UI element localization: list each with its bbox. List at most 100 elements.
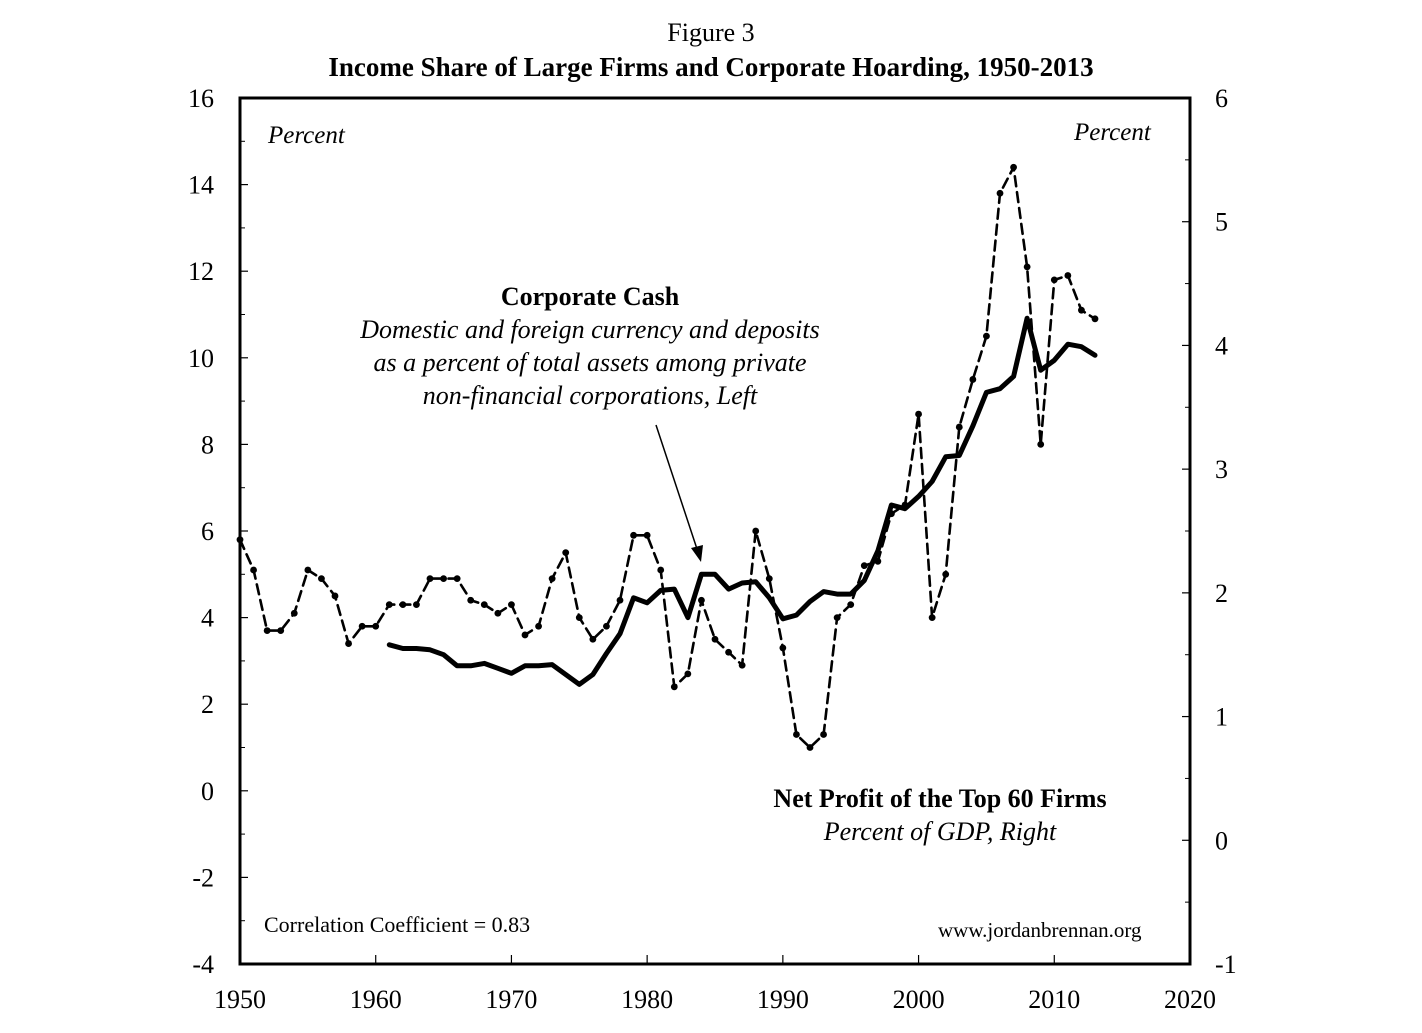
- data-point: [955, 423, 963, 431]
- annotation-profit-line1: Percent of GDP, Right: [823, 817, 1057, 846]
- data-point: [983, 332, 990, 340]
- x-tick-label: 1960: [350, 985, 402, 1014]
- annotation-corporate-cash: Corporate Cash Domestic and foreign curr…: [300, 280, 880, 412]
- right-axis: -1 0 1 2 3 4 5 6: [1182, 84, 1237, 979]
- data-point: [738, 661, 746, 669]
- right-tick-label: 2: [1215, 579, 1228, 608]
- data-point: [711, 635, 719, 643]
- data-point: [942, 570, 950, 578]
- source-url: www.jordanbrennan.org: [938, 918, 1142, 942]
- data-point: [670, 683, 678, 691]
- data-point: [358, 622, 366, 630]
- data-point: [318, 575, 325, 583]
- left-tick-label: 8: [201, 430, 214, 459]
- data-point: [847, 601, 855, 609]
- figure-label: Figure 3: [667, 18, 755, 47]
- data-point: [508, 601, 515, 609]
- data-point: [372, 622, 380, 630]
- data-point: [996, 189, 1004, 197]
- data-point: [765, 575, 773, 583]
- right-tick-label: 6: [1215, 84, 1228, 113]
- x-axis: 1950 1960 1970 1980 1990 2000 2010 2020: [214, 955, 1216, 1014]
- data-point: [698, 596, 705, 604]
- annotation-arrow-head: [691, 545, 703, 562]
- data-point: [236, 536, 244, 544]
- data-point: [630, 531, 637, 539]
- data-point: [480, 601, 488, 609]
- data-point: [263, 627, 271, 634]
- correlation-note: Correlation Coefficient = 0.83: [264, 912, 531, 937]
- data-point: [820, 731, 827, 738]
- x-tick-label: 2000: [893, 985, 945, 1014]
- x-tick-label: 1990: [757, 985, 809, 1014]
- series-line-net-profit-of-the-top-60-firms: [386, 315, 1098, 687]
- data-point: [969, 376, 977, 383]
- annotation-cash-line3: non-financial corporations, Left: [422, 381, 758, 410]
- right-tick-label: 5: [1215, 208, 1228, 237]
- data-point: [277, 627, 285, 634]
- data-point: [535, 622, 542, 630]
- data-point: [833, 614, 841, 621]
- data-point: [657, 566, 665, 574]
- x-tick-label: 1980: [621, 985, 673, 1014]
- right-axis-unit: Percent: [1074, 119, 1151, 146]
- data-point: [250, 566, 257, 574]
- annotation-net-profit: Net Profit of the Top 60 Firms Percent o…: [720, 782, 1160, 848]
- left-tick-label: 14: [188, 171, 214, 200]
- data-point: [616, 596, 624, 604]
- data-point: [385, 601, 393, 609]
- data-point: [548, 575, 556, 583]
- left-tick-label: 4: [201, 604, 214, 633]
- x-tick-label: 1950: [214, 985, 266, 1014]
- data-point: [928, 614, 936, 621]
- left-tick-label: 2: [201, 690, 214, 719]
- left-tick-label: 10: [188, 344, 214, 373]
- data-point: [562, 549, 570, 557]
- data-point: [345, 640, 352, 647]
- data-point: [1050, 276, 1058, 284]
- data-point: [806, 744, 814, 751]
- right-tick-label: 3: [1215, 455, 1228, 484]
- annotation-cash-heading: Corporate Cash: [500, 282, 680, 311]
- data-point: [1064, 272, 1072, 279]
- data-point: [779, 644, 787, 652]
- data-point: [752, 527, 760, 535]
- data-point: [494, 609, 502, 617]
- data-point: [331, 592, 339, 600]
- data-point: [1023, 263, 1031, 271]
- data-point: [1078, 306, 1085, 314]
- data-point: [860, 562, 868, 570]
- data-point: [521, 631, 529, 639]
- left-tick-label: 6: [201, 517, 214, 546]
- right-tick-label: -1: [1215, 950, 1237, 979]
- left-tick-label: -4: [192, 950, 214, 979]
- data-point: [575, 614, 583, 621]
- annotation-cash-line2: as a percent of total assets among priva…: [373, 348, 807, 377]
- annotation-arrow-line: [655, 424, 699, 553]
- x-tick-label: 2020: [1164, 985, 1216, 1014]
- data-point: [589, 635, 597, 643]
- annotation-profit-heading: Net Profit of the Top 60 Firms: [773, 784, 1107, 813]
- right-tick-label: 0: [1215, 826, 1228, 855]
- data-point: [1010, 163, 1017, 171]
- data-point: [440, 575, 447, 583]
- series-layer: [236, 163, 1099, 751]
- data-point: [1091, 315, 1099, 323]
- data-point: [290, 609, 298, 617]
- data-point: [304, 566, 312, 574]
- chart-title: Income Share of Large Firms and Corporat…: [328, 52, 1094, 82]
- x-tick-label: 1970: [485, 985, 537, 1014]
- data-point: [453, 575, 461, 583]
- series-line-corporate-cash: [238, 166, 1097, 749]
- data-point: [1037, 441, 1045, 448]
- data-point: [725, 648, 732, 656]
- left-tick-label: 0: [201, 777, 214, 806]
- data-point: [603, 622, 610, 630]
- data-point: [915, 410, 922, 418]
- data-point: [793, 731, 800, 738]
- annotation-cash-line1: Domestic and foreign currency and deposi…: [360, 315, 820, 344]
- data-point: [684, 670, 692, 678]
- data-point: [413, 601, 420, 609]
- data-point: [399, 601, 407, 609]
